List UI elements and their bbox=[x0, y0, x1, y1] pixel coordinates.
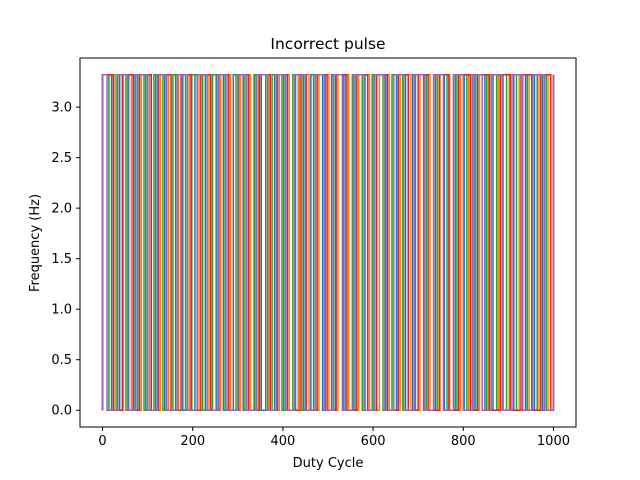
chart-title: Incorrect pulse bbox=[270, 35, 385, 53]
y-tick-label: 0.0 bbox=[51, 404, 72, 419]
y-axis: 0.0 0.5 1.0 1.5 2.0 2.5 3.0 bbox=[51, 101, 80, 419]
plot-series-group bbox=[101, 74, 555, 411]
y-tick-label: 2.0 bbox=[51, 202, 72, 217]
y-tick-label: 1.0 bbox=[51, 303, 72, 318]
y-tick-label: 1.5 bbox=[51, 252, 72, 267]
x-tick-label: 400 bbox=[270, 434, 295, 449]
y-tick-label: 2.5 bbox=[51, 151, 72, 166]
x-tick-label: 600 bbox=[361, 434, 386, 449]
x-axis-label: Duty Cycle bbox=[293, 456, 364, 471]
y-axis-label: Frequency (Hz) bbox=[28, 194, 43, 292]
y-tick-label: 3.0 bbox=[51, 101, 72, 116]
x-axis: 0 200 400 600 800 1000 bbox=[98, 427, 570, 449]
plot-frame bbox=[79, 57, 577, 428]
y-tick-label: 0.5 bbox=[51, 353, 72, 368]
x-tick-label: 0 bbox=[98, 434, 106, 449]
x-tick-label: 800 bbox=[451, 434, 476, 449]
x-tick-label: 200 bbox=[180, 434, 205, 449]
x-tick-label: 1000 bbox=[537, 434, 570, 449]
series-line-5 bbox=[101, 74, 555, 411]
